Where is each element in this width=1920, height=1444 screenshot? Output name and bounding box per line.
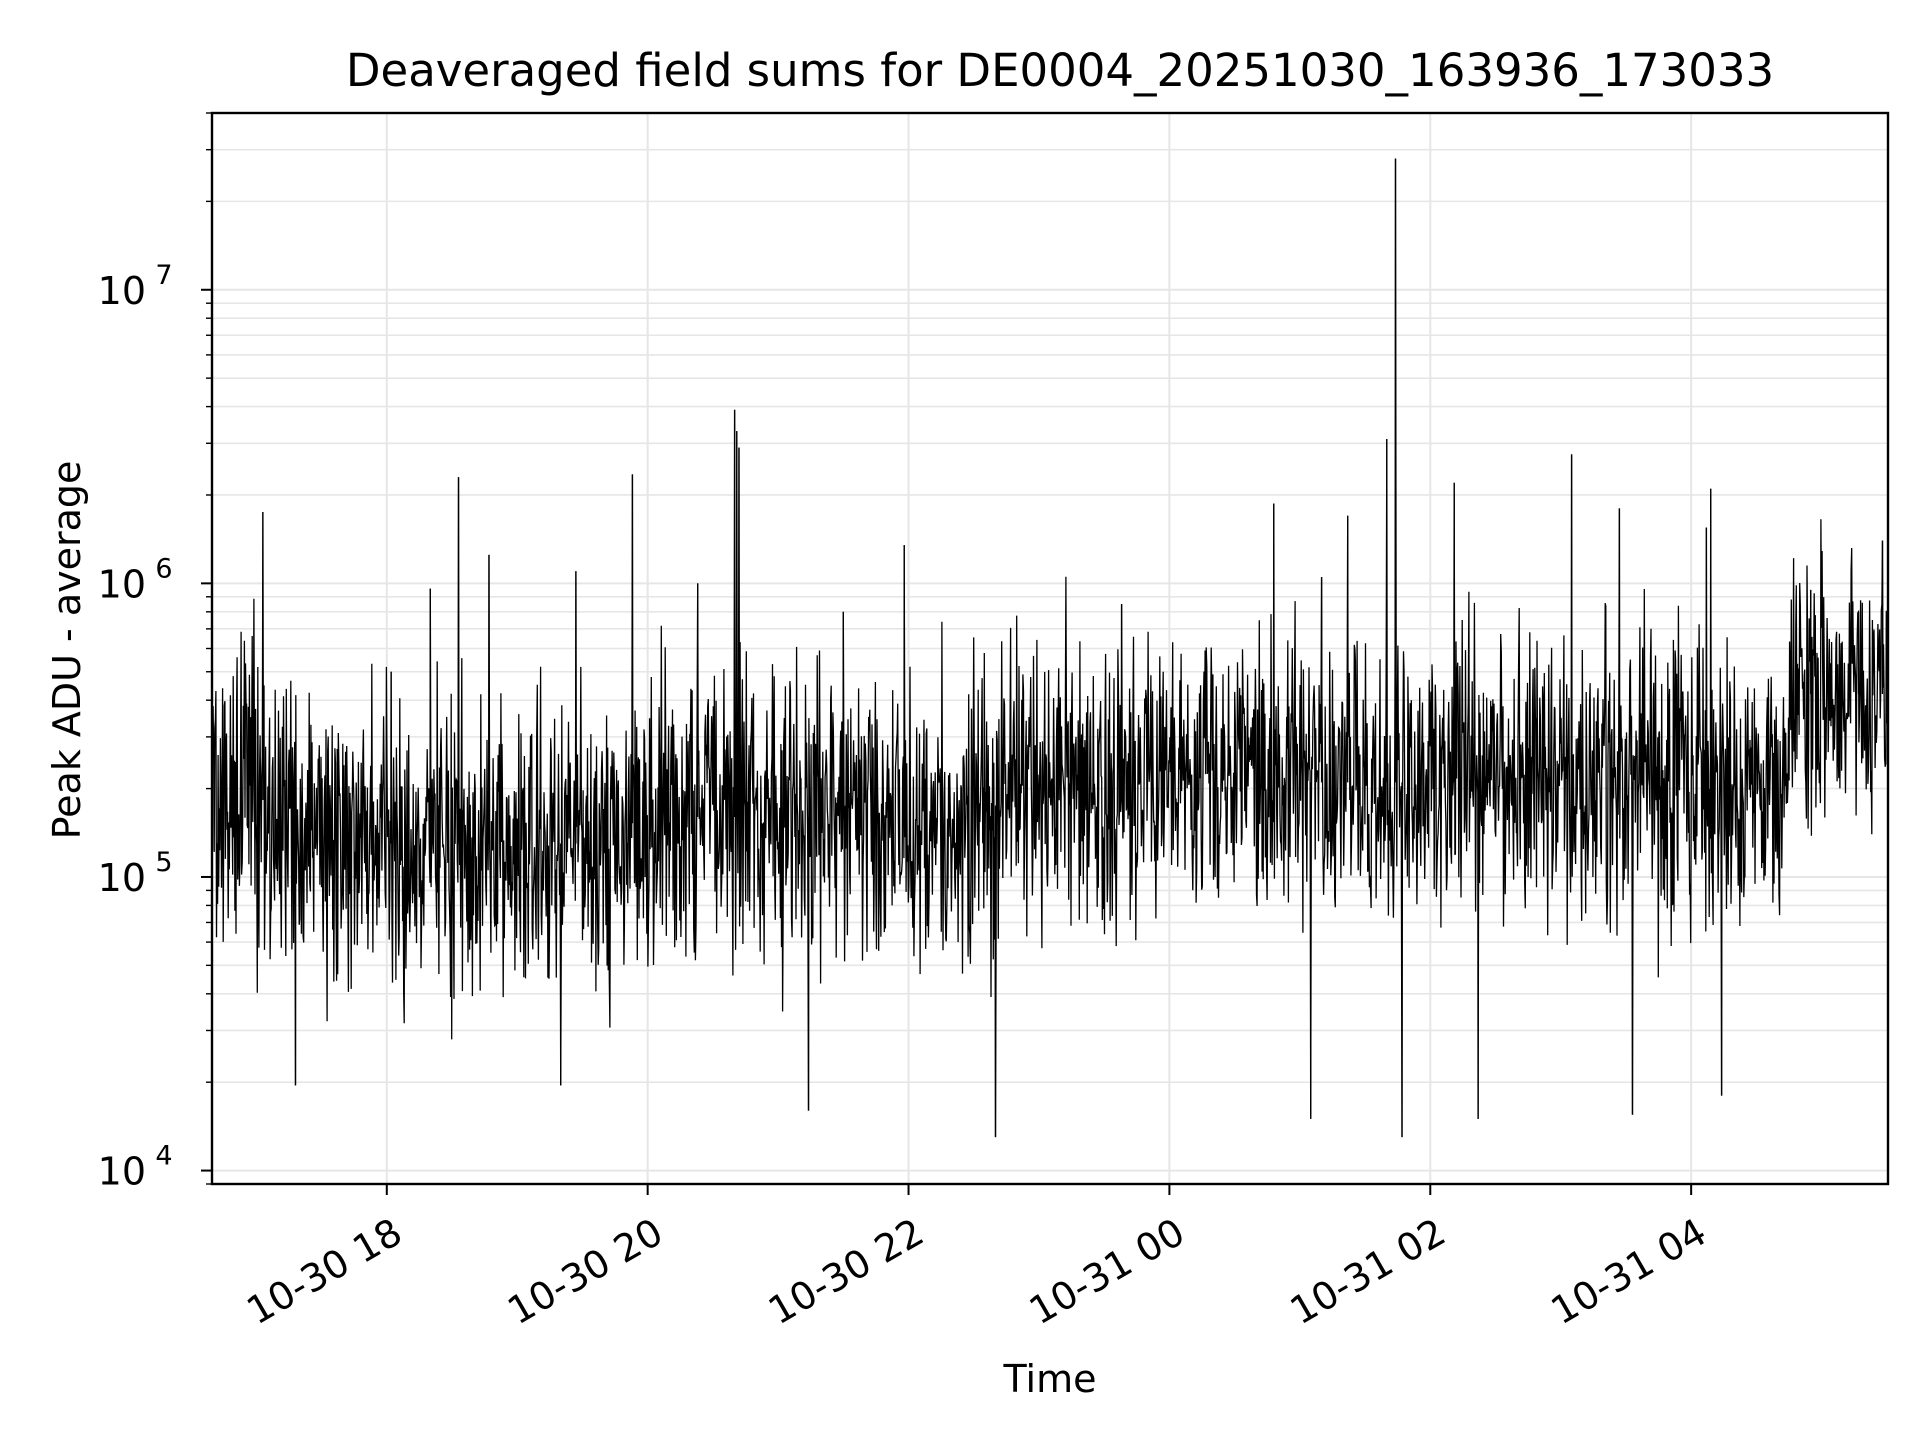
y-tick-label: 10 (98, 562, 146, 606)
y-axis-label: Peak ADU - average (45, 461, 89, 840)
chart-title: Deaveraged field sums for DE0004_2025103… (346, 44, 1774, 97)
y-tick-exponent: 5 (155, 847, 172, 878)
data-series (211, 158, 1889, 1138)
y-tick-label: 10 (98, 269, 146, 313)
y-tick-base: 10 (98, 856, 146, 900)
x-axis-label: Time (1003, 1357, 1097, 1401)
y-tick-exponent: 4 (155, 1141, 172, 1172)
y-tick-label: 10 (98, 1150, 146, 1194)
y-tick-exponent: 6 (155, 553, 172, 584)
y-tick-exponent: 7 (155, 260, 172, 291)
series-line (211, 158, 1889, 1138)
y-tick-base: 10 (98, 562, 146, 606)
y-tick-base: 10 (98, 1150, 146, 1194)
y-tick-label: 10 (98, 856, 146, 900)
y-tick-base: 10 (98, 269, 146, 313)
